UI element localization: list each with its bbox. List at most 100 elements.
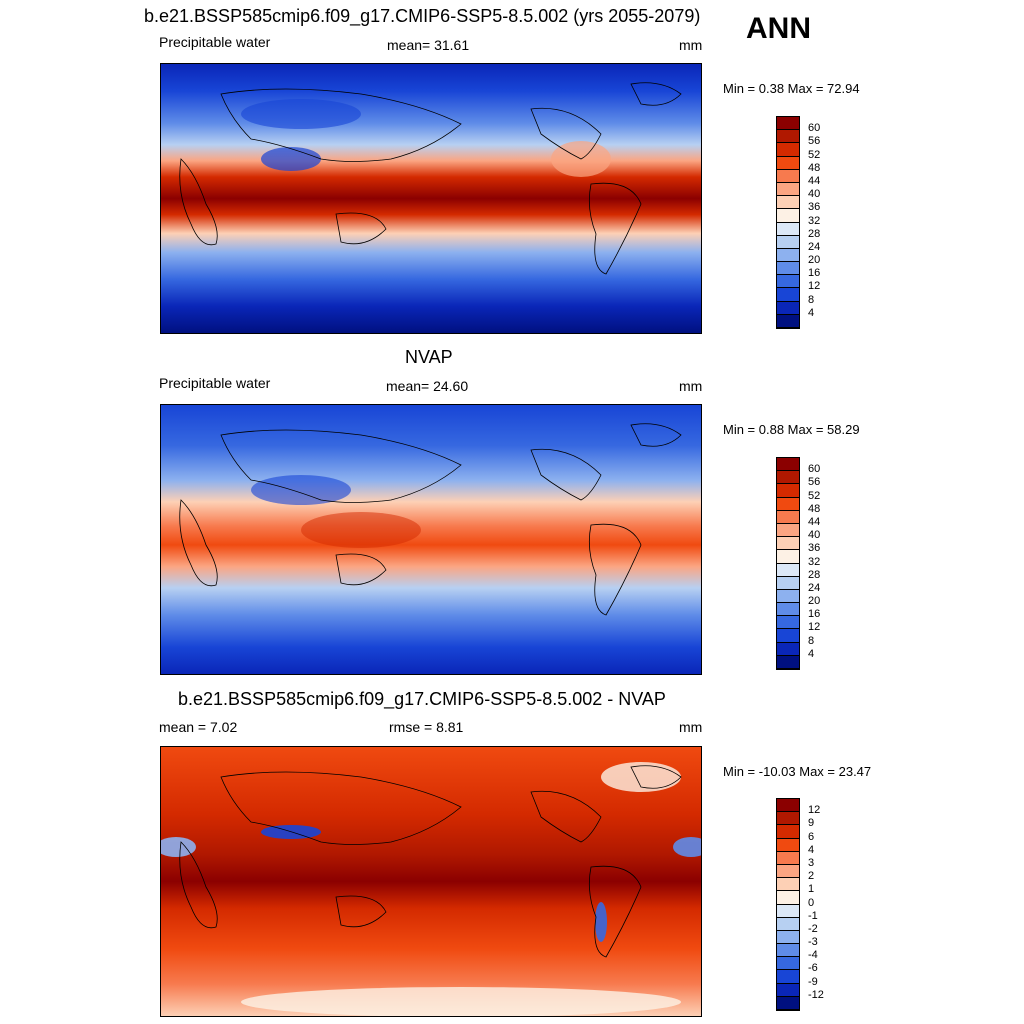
colorbar-segment [777,563,799,577]
panel-minmax-label: Min = -10.03 Max = 23.47 [723,764,872,779]
colorbar-tick-label: 8 [808,293,815,306]
colorbar-segment [777,983,799,997]
colorbar-tick-label: 3 [808,856,815,869]
panel-mean-label: mean = 7.02 [159,719,238,735]
panel-mean-label: mean= 24.60 [386,378,469,394]
colorbar-segment [777,156,799,170]
panel-units-label: mm [679,719,703,735]
colorbar-tick-label: 48 [808,161,821,174]
colorbar-tick-label: -9 [808,975,818,988]
season-label: ANN [746,12,811,45]
colorbar-tick-label: 60 [808,122,821,135]
panel-left-label: Precipitable water [159,34,271,50]
colorbar-segment [777,957,799,971]
colorbar-segment [777,930,799,945]
colorbar-tick-label: 52 [808,148,821,161]
colorbar-segment [777,891,799,905]
colorbar-tick-label: 48 [808,502,821,515]
colorbar-segment [777,130,799,144]
panel-title-diff: b.e21.BSSP585cmip6.f09_g17.CMIP6-SSP5-8.… [178,689,666,709]
colorbar-segment [777,182,799,197]
colorbar-tick-label: 24 [808,581,821,594]
colorbar-tick-label: -3 [808,936,818,949]
colorbar-segment [777,510,799,524]
colorbar-tick-label: -6 [808,962,818,975]
colorbar-segment [777,169,799,183]
colorbar-tick-label: 6 [808,830,815,843]
colorbar-tick-label: 24 [808,240,821,253]
colorbar-segment [777,262,799,276]
colorbar-segment [777,497,799,511]
colorbar-segment [777,812,799,826]
colorbar-segment [777,196,799,210]
colorbar-segment [777,143,799,157]
colorbar-tick-label: 28 [808,568,821,581]
colorbar-tick-label: 4 [808,306,815,319]
colorbar-segment [777,589,799,604]
colorbar-segment [777,458,799,472]
map-model-field [161,64,701,333]
colorbar-segment [777,301,799,315]
panel-units-label: mm [679,378,703,394]
colorbar-segment [777,917,799,931]
colorbar-model [776,116,800,329]
colorbar-tick-label: 36 [808,201,821,214]
colorbar-obs [776,457,800,670]
colorbar-segment [777,117,799,131]
colorbar-segment [777,523,799,538]
colorbar-tick-label: -12 [808,988,824,1001]
panel-rmse-label: rmse = 8.81 [389,719,464,735]
colorbar-tick-label: 20 [808,254,821,267]
colorbar-segment [777,537,799,551]
colorbar-segment [777,576,799,590]
colorbar-segment [777,851,799,865]
colorbar-tick-label: 52 [808,489,821,502]
colorbar-segment [777,235,799,249]
colorbar-tick-label: -1 [808,909,818,922]
colorbar-segment [777,838,799,852]
colorbar-tick-label: 28 [808,227,821,240]
colorbar-tick-label: 60 [808,463,821,476]
colorbar-segment [777,629,799,643]
panel-minmax-label: Min = 0.38 Max = 72.94 [723,81,860,96]
colorbar-tick-label: 40 [808,188,821,201]
map-model [160,63,702,334]
colorbar-tick-label: 0 [808,896,815,909]
colorbar-tick-label: 56 [808,476,821,489]
colorbar-segment [777,484,799,498]
colorbar-segment [777,616,799,630]
colorbar-segment [777,603,799,617]
colorbar-tick-label: 32 [808,214,821,227]
colorbar-tick-label: 12 [808,280,821,293]
colorbar-segment [777,275,799,289]
colorbar-segment [777,314,799,328]
map-obs [160,404,702,675]
panel-left-label: Precipitable water [159,375,271,391]
colorbar-tick-label: 4 [808,647,815,660]
colorbar-tick-label: 40 [808,529,821,542]
colorbar-tick-label: 16 [808,608,821,621]
colorbar-segment [777,550,799,564]
colorbar-segment [777,642,799,656]
panel-minmax-label: Min = 0.88 Max = 58.29 [723,422,860,437]
colorbar-tick-label: -2 [808,922,818,935]
colorbar-tick-label: 12 [808,621,821,634]
panel-mean-label: mean= 31.61 [387,37,470,53]
colorbar-segment [777,825,799,839]
map-diff-field [161,747,701,1016]
panel-units-label: mm [679,37,703,53]
colorbar-diff [776,798,800,1011]
colorbar-segment [777,996,799,1010]
colorbar-segment [777,799,799,813]
colorbar-tick-label: 16 [808,267,821,280]
colorbar-segment [777,878,799,892]
panel-title-model: b.e21.BSSP585cmip6.f09_g17.CMIP6-SSP5-8.… [144,6,701,26]
colorbar-tick-label: 1 [808,883,815,896]
colorbar-segment [777,471,799,485]
colorbar-segment [777,222,799,236]
colorbar-segment [777,864,799,879]
colorbar-tick-label: 9 [808,817,815,830]
colorbar-tick-label: 4 [808,843,815,856]
colorbar-tick-label: 12 [808,804,821,817]
colorbar-segment [777,970,799,984]
